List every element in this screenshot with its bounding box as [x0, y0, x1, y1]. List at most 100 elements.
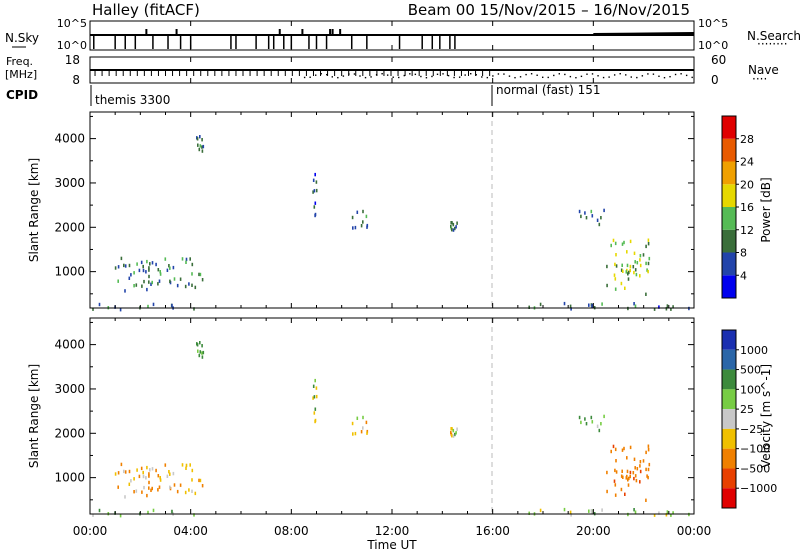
velocity-echo-mark [198, 478, 200, 483]
power-echo-mark [635, 272, 638, 277]
velocity-echo-mark [591, 420, 594, 424]
colorbar-swatch [722, 349, 736, 370]
power-echo-mark [199, 144, 202, 148]
velocity-echo-mark [145, 476, 147, 480]
nave-dot [608, 76, 610, 78]
power-echo-mark [627, 277, 630, 281]
nave-dot [375, 74, 378, 76]
velocity-echo-mark [569, 510, 572, 514]
velocity-echo-mark [136, 468, 138, 472]
nave-dot [414, 73, 417, 76]
velocity-echo-mark [151, 486, 153, 491]
velocity-echo-mark [201, 344, 203, 348]
power-echo-mark [672, 305, 674, 309]
velocity-echo-mark [606, 470, 608, 475]
velocity-echo-mark [314, 419, 316, 424]
power-echo-mark [615, 253, 617, 257]
power-echo-mark [620, 268, 623, 272]
velocity-echo-mark [665, 513, 668, 517]
velocity-echo-mark [312, 396, 314, 400]
power-echo-mark [184, 284, 187, 289]
power-echo-mark [136, 262, 138, 266]
velocity-echo-mark [362, 426, 364, 430]
power-echo-mark [159, 270, 161, 274]
velocity-echo-mark [639, 480, 641, 484]
y-tick-label: 4000 [54, 338, 85, 352]
power-echo-mark [314, 201, 317, 205]
nave-dot [486, 76, 489, 79]
power-echo-mark [645, 244, 647, 249]
power-echo-mark [627, 272, 629, 276]
power-echo-mark [149, 262, 151, 266]
nave-dot [442, 73, 444, 75]
velocity-echo-mark [173, 483, 176, 487]
velocity-echo-mark [123, 469, 125, 474]
nave-dot [525, 73, 527, 76]
freq-panel [90, 69, 694, 79]
power-echo-mark [98, 302, 101, 307]
velocity-echo-mark [142, 474, 145, 479]
power-echo-mark [140, 260, 143, 265]
velocity-echo-mark [632, 471, 635, 475]
velocity-echo-mark [570, 513, 572, 517]
power-echo-mark [133, 284, 135, 288]
nave-dot [353, 73, 356, 75]
nave-dot [492, 75, 494, 77]
nave-dot [436, 73, 439, 75]
velocity-echo-mark [603, 414, 605, 419]
nave-dot [309, 76, 311, 78]
velocity-echo-mark [614, 447, 617, 452]
velocity-echo-mark [563, 507, 566, 512]
colorbar-frame [721, 329, 737, 509]
power-echo-mark [610, 243, 612, 248]
nave-dot [619, 73, 621, 75]
velocity-echo-mark [164, 463, 167, 467]
velocity-echo-mark [626, 456, 628, 460]
nave-dot [403, 74, 405, 77]
nave-dot [458, 76, 461, 78]
x-tick-label: 16:00 [475, 524, 510, 538]
power-echo-mark [196, 137, 199, 141]
power-echo-mark [356, 210, 359, 214]
power-echo-mark [191, 283, 193, 287]
y-tick-label: 3000 [54, 176, 85, 190]
nave-right-tick-bottom: 0 [711, 73, 719, 87]
power-echo-mark [173, 277, 176, 281]
velocity-echo-mark [670, 513, 672, 517]
power-echo-mark [201, 149, 204, 153]
power-echo-mark [455, 225, 457, 229]
power-echo-mark [314, 213, 316, 218]
velocity-echo-mark [117, 471, 120, 475]
colorbar-tick-label: 28 [740, 133, 754, 146]
power-echo-mark [628, 270, 630, 275]
power-echo-mark [580, 214, 582, 219]
power-echo-mark [130, 273, 132, 277]
velocity-echo-mark [354, 431, 357, 436]
nave-dot [575, 76, 577, 79]
power-echo-mark [647, 242, 650, 246]
velocity-echo-mark [626, 469, 629, 474]
power-echo-mark [647, 269, 649, 274]
velocity-echo-mark [148, 480, 150, 485]
power-echo-mark [642, 253, 645, 257]
power-echo-mark [633, 251, 636, 255]
colorbar-tick-label: 100 [740, 383, 761, 396]
colorbar-swatch [722, 184, 736, 207]
nave-dot [337, 76, 339, 79]
nave-dot [530, 73, 533, 75]
power-echo-mark [169, 279, 171, 283]
power-echo-mark [584, 211, 586, 215]
power-echo-mark [133, 271, 135, 275]
velocity-echo-mark [633, 508, 635, 512]
velocity-echo-mark [193, 513, 195, 517]
velocity-panel-bg [90, 318, 694, 514]
nave-dot [348, 73, 350, 75]
velocity-echo-mark [201, 355, 204, 359]
power-echo-mark [120, 256, 123, 261]
velocity-echo-mark [613, 479, 616, 483]
sky-right-tick-top: 10^5 [698, 17, 728, 30]
velocity-echo-mark [314, 378, 316, 383]
velocity-echo-mark [313, 395, 316, 399]
power-echo-mark [588, 303, 590, 307]
power-echo-mark [171, 303, 173, 308]
